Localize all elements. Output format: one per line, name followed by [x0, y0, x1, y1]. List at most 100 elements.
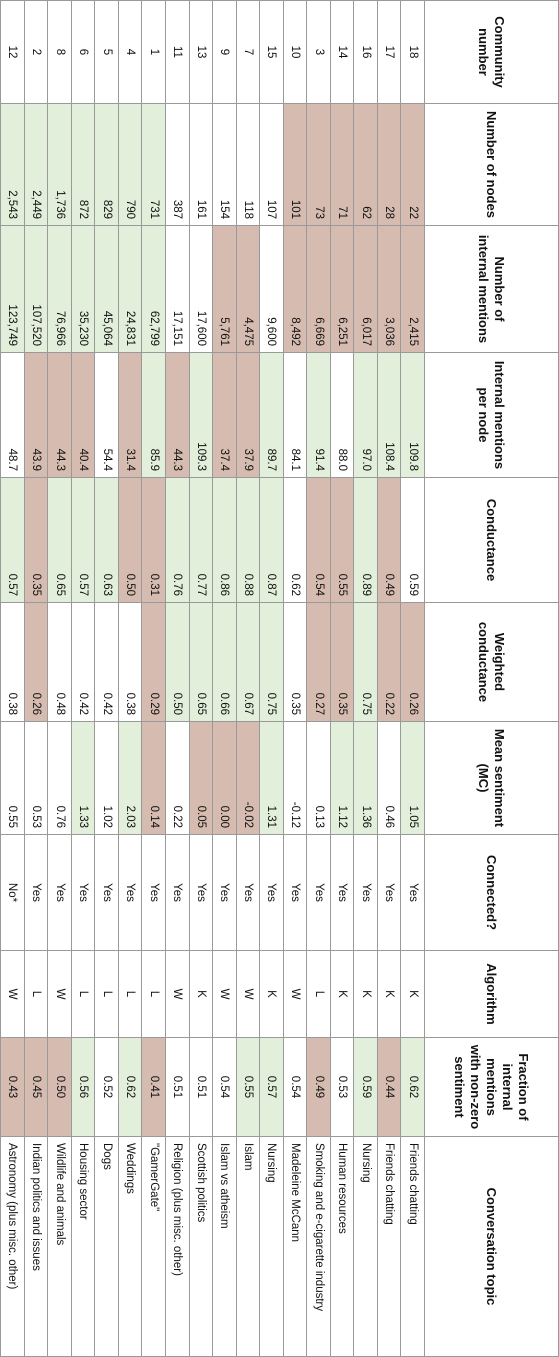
- cell-internal-mentions: 62,799: [141, 225, 166, 353]
- cell-connected: Yes: [236, 834, 260, 951]
- cell-conductance: 0.76: [165, 477, 190, 603]
- cell-number-of-nodes: 872: [71, 103, 95, 226]
- cell-fraction-nonzero: 0.57: [259, 1037, 284, 1137]
- header-conversation-topic: Conversation topic: [424, 1136, 559, 1357]
- cell-conductance: 0.55: [330, 477, 354, 603]
- cell-number-of-nodes: 71: [330, 103, 354, 226]
- cell-algorithm: W: [0, 950, 25, 1038]
- cell-mentions-per-node: 91.4: [306, 352, 331, 478]
- cell-community-number: 5: [94, 0, 119, 104]
- cell-community-number: 3: [306, 0, 331, 104]
- cell-internal-mentions: 24,831: [118, 225, 142, 353]
- cell-number-of-nodes: 731: [141, 103, 166, 226]
- cell-conversation-topic: Housing sector: [71, 1136, 95, 1357]
- cell-connected: Yes: [165, 834, 190, 951]
- cell-internal-mentions: 45,064: [94, 225, 119, 353]
- cell-mean-sentiment: 0.53: [24, 721, 48, 835]
- cell-weighted-conductance: 0.29: [141, 602, 166, 722]
- cell-internal-mentions: 2,415: [400, 225, 425, 353]
- cell-community-number: 4: [118, 0, 142, 104]
- cell-conductance: 0.63: [94, 477, 119, 603]
- cell-algorithm: L: [24, 950, 48, 1038]
- cell-mentions-per-node: 37.4: [212, 352, 237, 478]
- cell-community-number: 13: [189, 0, 213, 104]
- cell-weighted-conductance: 0.35: [330, 602, 354, 722]
- table-row: 2 2,449 107,520 43.9 0.35 0.26 0.53 Yes L 0.45 Ind…: [24, 0, 48, 1357]
- table-row: 4 790 24,831 31.4 0.50 0.38 2.03 Yes L 0.62 Weddin…: [118, 0, 142, 1357]
- cell-fraction-nonzero: 0.55: [236, 1037, 260, 1137]
- cell-weighted-conductance: 0.48: [47, 602, 72, 722]
- cell-mentions-per-node: 85.9: [141, 352, 166, 478]
- cell-fraction-nonzero: 0.49: [306, 1037, 331, 1137]
- table-row: 10 101 8,492 84.1 0.62 0.35 -0.12 Yes W 0.54 Madel…: [283, 0, 307, 1357]
- cell-community-number: 18: [400, 0, 425, 104]
- cell-community-number: 16: [353, 0, 378, 104]
- cell-algorithm: L: [71, 950, 95, 1038]
- cell-weighted-conductance: 0.50: [165, 602, 190, 722]
- cell-number-of-nodes: 161: [189, 103, 213, 226]
- header-weighted-conductance: Weighted conductance: [424, 602, 559, 722]
- cell-fraction-nonzero: 0.41: [141, 1037, 166, 1137]
- cell-conductance: 0.86: [212, 477, 237, 603]
- table-row: 6 872 35,230 40.4 0.57 0.42 1.33 Yes L 0.56 Housin…: [71, 0, 95, 1357]
- header-number-of-internal-mentions: Number of internal mentions: [424, 225, 559, 353]
- cell-conductance: 0.65: [47, 477, 72, 603]
- cell-mean-sentiment: 1.05: [400, 721, 425, 835]
- cell-conversation-topic: Human resources: [330, 1136, 354, 1357]
- cell-connected: Yes: [283, 834, 307, 951]
- cell-weighted-conductance: 0.75: [259, 602, 284, 722]
- cell-mean-sentiment: 0.13: [306, 721, 331, 835]
- cell-internal-mentions: 6,017: [353, 225, 378, 353]
- cell-community-number: 17: [377, 0, 401, 104]
- cell-internal-mentions: 6,251: [330, 225, 354, 353]
- cell-weighted-conductance: 0.22: [377, 602, 401, 722]
- cell-mean-sentiment: 1.02: [94, 721, 119, 835]
- cell-community-number: 8: [47, 0, 72, 104]
- cell-algorithm: L: [118, 950, 142, 1038]
- cell-number-of-nodes: 154: [212, 103, 237, 226]
- table-row: 15 107 9,600 89.7 0.87 0.75 1.31 Yes K 0.57 Nursin…: [259, 0, 284, 1357]
- cell-internal-mentions: 35,230: [71, 225, 95, 353]
- cell-algorithm: W: [236, 950, 260, 1038]
- cell-weighted-conductance: 0.38: [0, 602, 25, 722]
- cell-connected: Yes: [400, 834, 425, 951]
- cell-community-number: 11: [165, 0, 190, 104]
- table-row: 5 829 45,064 54.4 0.63 0.42 1.02 Yes L 0.52 Dogs: [94, 0, 119, 1357]
- cell-algorithm: L: [306, 950, 331, 1038]
- header-connected: Connected?: [424, 834, 559, 951]
- table-row: 11 387 17,151 44.3 0.76 0.50 0.22 Yes W 0.51 Relig…: [165, 0, 190, 1357]
- cell-conductance: 0.50: [118, 477, 142, 603]
- cell-fraction-nonzero: 0.43: [0, 1037, 25, 1137]
- cell-connected: Yes: [259, 834, 284, 951]
- table-row: 13 161 17,600 109.3 0.77 0.65 0.05 Yes K 0.51 Scot…: [189, 0, 213, 1357]
- header-row: Community number Number of nodes Number …: [424, 0, 559, 1357]
- cell-mean-sentiment: 0.05: [189, 721, 213, 835]
- cell-weighted-conductance: 0.35: [283, 602, 307, 722]
- cell-mean-sentiment: 0.00: [212, 721, 237, 835]
- cell-number-of-nodes: 1,736: [47, 103, 72, 226]
- cell-fraction-nonzero: 0.45: [24, 1037, 48, 1137]
- cell-conversation-topic: Indian politics and issues: [24, 1136, 48, 1357]
- cell-conversation-topic: Madeleine McCann: [283, 1136, 307, 1357]
- cell-conductance: 0.89: [353, 477, 378, 603]
- cell-connected: No*: [0, 834, 25, 951]
- cell-conversation-topic: "GamerGate": [141, 1136, 166, 1357]
- cell-conversation-topic: Astronomy (plus misc. other): [0, 1136, 25, 1357]
- cell-conductance: 0.57: [0, 477, 25, 603]
- cell-mean-sentiment: 1.31: [259, 721, 284, 835]
- cell-fraction-nonzero: 0.52: [94, 1037, 119, 1137]
- cell-internal-mentions: 123,749: [0, 225, 25, 353]
- cell-mean-sentiment: -0.12: [283, 721, 307, 835]
- cell-community-number: 9: [212, 0, 237, 104]
- cell-weighted-conductance: 0.38: [118, 602, 142, 722]
- table-row: 12 2,543 123,749 48.7 0.57 0.38 0.55 No* W 0.43 As…: [0, 0, 25, 1357]
- cell-connected: Yes: [330, 834, 354, 951]
- table-row: 18 22 2,415 109.8 0.59 0.26 1.05 Yes K 0.62 Friend…: [400, 0, 425, 1357]
- cell-mentions-per-node: 108.4: [377, 352, 401, 478]
- cell-algorithm: K: [400, 950, 425, 1038]
- cell-conductance: 0.57: [71, 477, 95, 603]
- cell-weighted-conductance: 0.67: [236, 602, 260, 722]
- cell-algorithm: W: [212, 950, 237, 1038]
